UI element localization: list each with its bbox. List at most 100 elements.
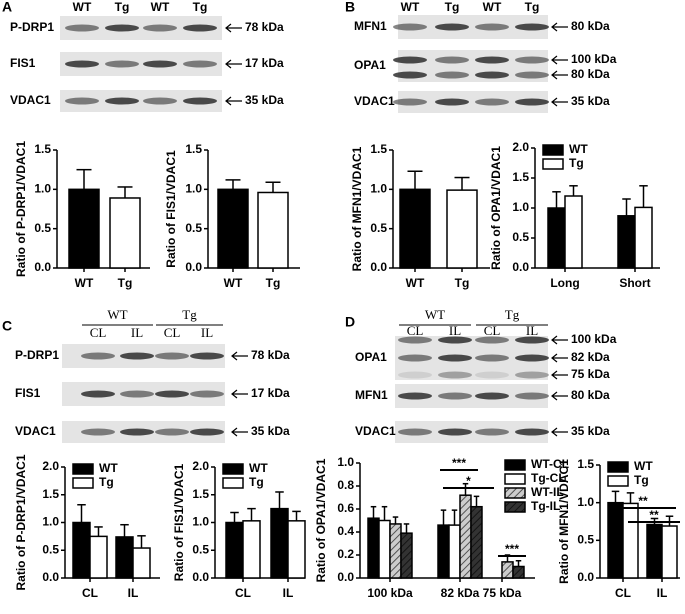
blot-band xyxy=(515,23,549,31)
marker-arrow xyxy=(231,389,248,399)
marker-label: 80 kDa xyxy=(571,67,610,81)
significance-label: *** xyxy=(505,542,519,556)
y-tick-label: 0.0 xyxy=(34,260,51,274)
x-tick-label: CL xyxy=(82,586,98,600)
legend-swatch xyxy=(504,473,526,485)
marker-arrow xyxy=(551,370,568,380)
x-tick-label: 75 kDa xyxy=(483,586,522,600)
blot-band xyxy=(398,354,432,362)
y-tick-label: 0.0 xyxy=(370,260,387,274)
blot-band xyxy=(155,390,189,398)
blot-band xyxy=(515,371,549,379)
y-tick-label: 0.0 xyxy=(577,570,594,584)
blot-band xyxy=(105,24,139,32)
y-tick-label: 1.5 xyxy=(512,170,529,184)
bar-hatch xyxy=(390,523,401,578)
row-label: P-DRP1 xyxy=(10,20,54,34)
lane-label: Tg xyxy=(525,0,540,14)
bar xyxy=(448,524,461,579)
blot-band xyxy=(515,98,549,106)
blot-band xyxy=(438,336,472,344)
legend-label: WT xyxy=(249,461,268,475)
bar xyxy=(217,188,249,269)
blot-strip xyxy=(60,90,222,112)
lane-label: IL xyxy=(449,323,461,338)
lane-label: IL xyxy=(131,325,143,340)
row-label: VDAC1 xyxy=(15,424,56,438)
marker-label: 75 kDa xyxy=(571,367,610,381)
blot-band xyxy=(393,56,427,64)
y-tick-label: 0.4 xyxy=(337,524,354,538)
y-tick-label: 0.0 xyxy=(337,570,354,584)
blot-band xyxy=(120,390,154,398)
marker-label: 80 kDa xyxy=(571,388,610,402)
y-tick-label: 1.0 xyxy=(512,200,529,214)
legend-hatch xyxy=(505,488,525,498)
lane-label: WT xyxy=(483,0,502,14)
y-tick-label: 2.0 xyxy=(192,459,209,473)
group-label: Tg xyxy=(182,307,197,322)
bar xyxy=(257,191,289,269)
blot-band xyxy=(183,97,217,105)
bar xyxy=(367,517,380,579)
blot-band xyxy=(143,97,177,105)
marker-label: 80 kDa xyxy=(571,19,610,33)
blot-band xyxy=(183,24,217,32)
blot-band xyxy=(515,392,549,400)
bar xyxy=(89,535,108,579)
legend-label: Tg-IL xyxy=(531,499,560,513)
marker-label: 35 kDa xyxy=(571,424,610,438)
bar xyxy=(225,521,244,579)
group-label: WT xyxy=(425,307,445,322)
bar xyxy=(287,520,306,579)
significance-label: *** xyxy=(452,456,466,470)
row-label: OPA1 xyxy=(354,58,386,72)
bar xyxy=(437,524,450,579)
y-tick-label: 0.2 xyxy=(337,547,354,561)
blot-band xyxy=(515,354,549,362)
blot-band xyxy=(105,60,139,68)
marker-label: 100 kDa xyxy=(571,332,617,346)
x-tick-label: 100 kDa xyxy=(367,586,413,600)
x-tick-label: IL xyxy=(128,586,139,600)
y-tick-label: 0.5 xyxy=(185,221,202,235)
y-tick-label: 1.0 xyxy=(337,455,354,469)
lane-label: Tg xyxy=(115,0,130,14)
blot-band xyxy=(475,56,509,64)
marker-arrow xyxy=(551,70,568,80)
bar xyxy=(242,520,261,579)
blot-band xyxy=(515,336,549,344)
blot-band xyxy=(393,71,427,79)
bar xyxy=(547,207,566,269)
y-tick-label: 2.0 xyxy=(42,459,59,473)
bar-hatch xyxy=(513,566,524,578)
y-tick-label: 1.0 xyxy=(34,182,51,196)
bar xyxy=(72,521,91,579)
marker-label: 17 kDa xyxy=(251,386,290,400)
y-axis-label: Ratio of P-DRP1/VDAC1 xyxy=(14,454,28,590)
blot-band xyxy=(155,428,189,436)
y-tick-label: 0.5 xyxy=(577,533,594,547)
bar xyxy=(68,188,100,269)
legend-label: Tg xyxy=(634,473,649,487)
panel-label: B xyxy=(345,0,355,15)
lane-label: Tg xyxy=(445,0,460,14)
bar xyxy=(115,536,134,579)
x-tick-label: 82 kDa xyxy=(441,586,480,600)
x-tick-label: Tg xyxy=(455,276,470,290)
blot-band xyxy=(438,371,472,379)
row-label: VDAC1 xyxy=(10,93,51,107)
blot-band xyxy=(435,71,469,79)
x-tick-label: CL xyxy=(615,586,631,600)
marker-arrow xyxy=(225,23,242,33)
lane-label: WT xyxy=(73,0,92,14)
y-axis-label: Ratio of FIS1/VDAC1 xyxy=(164,150,178,268)
x-tick-label: IL xyxy=(657,586,668,600)
lane-label: Tg xyxy=(193,0,208,14)
y-tick-label: 0.0 xyxy=(512,260,529,274)
group-label: WT xyxy=(107,307,127,322)
blot-band xyxy=(183,60,217,68)
lane-label: CL xyxy=(484,323,501,338)
blot-band xyxy=(81,390,115,398)
bar xyxy=(661,525,678,579)
